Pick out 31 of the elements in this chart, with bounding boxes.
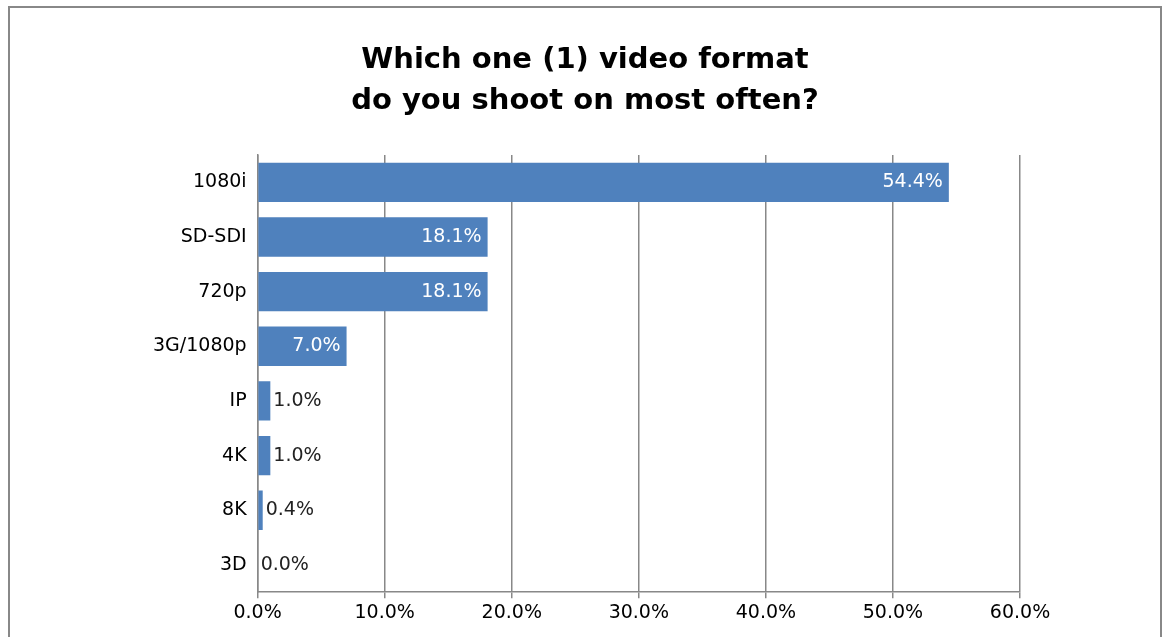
bar	[258, 271, 488, 312]
x-tick-label: 60.0%	[989, 599, 1051, 622]
data-label: 1.0%	[273, 387, 322, 410]
y-tick-label: 4K	[222, 442, 248, 465]
x-tick-label: 10.0%	[354, 599, 415, 622]
bar	[258, 381, 271, 421]
y-tick-label: 3D	[219, 551, 247, 574]
y-tick-label: SD-SDI	[180, 223, 247, 246]
data-label: 0.0%	[260, 551, 309, 574]
x-tick-label: 30.0%	[608, 599, 669, 622]
x-tick-label: 20.0%	[481, 599, 542, 622]
y-tick-label: 1080i	[192, 169, 247, 192]
y-tick-label: 3G/1080p	[152, 333, 247, 356]
x-tick-label: 0.0%	[233, 599, 282, 622]
chart-title: Which one (1) video format do you shoot on most often?	[350, 40, 820, 118]
bar	[258, 217, 488, 257]
x-tick-label: 40.0%	[735, 599, 797, 622]
y-tick-label: IP	[229, 387, 247, 410]
data-label: 7.0%	[292, 333, 341, 356]
data-label: 18.1%	[421, 278, 482, 301]
bar	[258, 490, 263, 530]
bar	[258, 162, 949, 202]
data-label: 18.1%	[421, 223, 482, 246]
y-tick-label: 720p	[198, 278, 247, 301]
y-tick-label: 8K	[222, 497, 248, 520]
bar	[258, 435, 271, 476]
bar	[258, 326, 347, 366]
data-label: 0.4%	[265, 497, 314, 520]
x-tick-label: 50.0%	[862, 599, 924, 622]
data-label: 1.0%	[273, 442, 322, 465]
data-label: 54.4%	[882, 169, 943, 192]
